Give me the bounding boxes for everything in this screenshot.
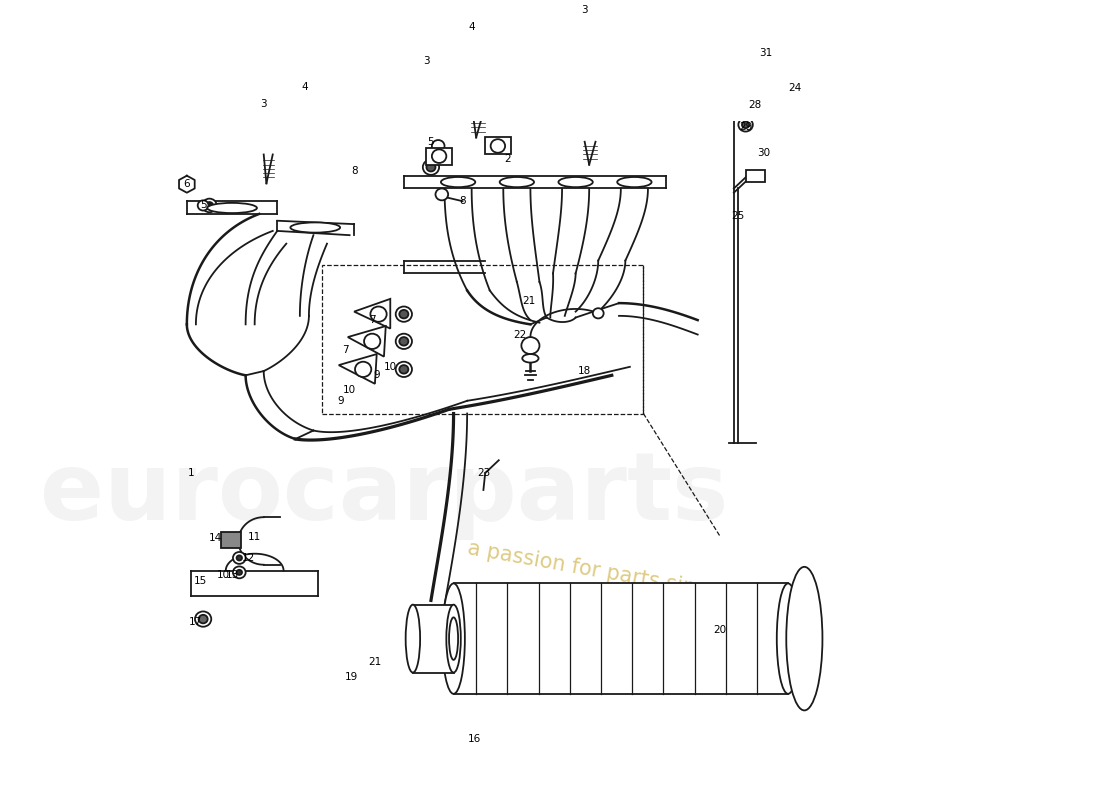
Ellipse shape <box>449 618 458 660</box>
Text: 5: 5 <box>200 201 207 210</box>
Text: 22: 22 <box>513 330 526 339</box>
Ellipse shape <box>491 139 505 153</box>
Ellipse shape <box>207 203 257 213</box>
Bar <box>453 583 788 694</box>
Ellipse shape <box>432 150 447 163</box>
Text: 8: 8 <box>351 166 358 177</box>
Ellipse shape <box>406 605 420 673</box>
Ellipse shape <box>441 177 475 187</box>
Circle shape <box>202 198 217 212</box>
Bar <box>746 170 766 182</box>
Circle shape <box>195 611 211 626</box>
Bar <box>427 148 452 165</box>
Circle shape <box>236 555 242 561</box>
Text: 11: 11 <box>248 532 262 542</box>
Text: 20: 20 <box>714 625 727 635</box>
Ellipse shape <box>499 177 534 187</box>
Ellipse shape <box>364 334 381 349</box>
Text: 25: 25 <box>732 210 745 221</box>
Text: 15: 15 <box>194 576 207 586</box>
Text: 10: 10 <box>384 362 397 372</box>
Circle shape <box>521 337 539 354</box>
Ellipse shape <box>559 177 593 187</box>
Ellipse shape <box>355 362 372 377</box>
Circle shape <box>206 202 213 209</box>
Text: 1: 1 <box>188 468 195 478</box>
Text: 28: 28 <box>748 100 761 110</box>
Circle shape <box>738 118 752 131</box>
Text: 3: 3 <box>581 5 589 15</box>
Text: eurocarparts: eurocarparts <box>40 448 728 540</box>
Bar <box>485 138 510 154</box>
Ellipse shape <box>522 354 539 362</box>
Circle shape <box>396 362 412 377</box>
Text: 26: 26 <box>675 0 689 2</box>
Text: 29: 29 <box>739 122 752 132</box>
Text: 8: 8 <box>460 196 466 206</box>
Ellipse shape <box>442 583 465 694</box>
Text: 10: 10 <box>343 385 356 394</box>
Text: 19: 19 <box>344 672 358 682</box>
Circle shape <box>199 615 208 623</box>
Text: 21: 21 <box>368 657 382 666</box>
Circle shape <box>678 0 691 12</box>
Circle shape <box>396 306 412 322</box>
Text: 14: 14 <box>209 534 222 543</box>
Text: 3: 3 <box>424 56 430 66</box>
Text: 4: 4 <box>469 22 475 32</box>
Text: 23: 23 <box>476 468 490 478</box>
Ellipse shape <box>447 605 461 673</box>
Circle shape <box>432 140 444 152</box>
Circle shape <box>198 200 209 210</box>
Text: 6: 6 <box>184 179 190 190</box>
Ellipse shape <box>290 222 340 233</box>
Text: 9: 9 <box>338 396 344 406</box>
Text: 2: 2 <box>505 154 512 164</box>
Circle shape <box>593 308 604 318</box>
Text: 12: 12 <box>242 553 255 563</box>
Text: 17: 17 <box>189 617 202 626</box>
Ellipse shape <box>777 583 800 694</box>
Circle shape <box>233 566 245 578</box>
Circle shape <box>236 570 242 575</box>
Text: 30: 30 <box>757 148 770 158</box>
Text: 4: 4 <box>301 82 308 91</box>
Text: 10: 10 <box>217 570 230 580</box>
Text: 21: 21 <box>522 297 536 306</box>
Text: 18: 18 <box>578 366 592 376</box>
Text: 16: 16 <box>468 734 481 744</box>
Circle shape <box>742 122 749 128</box>
Circle shape <box>399 337 408 346</box>
Circle shape <box>436 189 448 200</box>
Text: 24: 24 <box>788 83 801 94</box>
Circle shape <box>396 334 412 349</box>
Circle shape <box>747 95 762 109</box>
Bar <box>221 533 241 548</box>
Bar <box>412 605 453 673</box>
Text: 7: 7 <box>368 315 375 325</box>
Ellipse shape <box>371 306 387 322</box>
Ellipse shape <box>617 177 651 187</box>
Text: 5: 5 <box>428 137 435 146</box>
Circle shape <box>751 98 758 106</box>
Text: 3: 3 <box>261 98 267 109</box>
Circle shape <box>399 310 408 318</box>
Circle shape <box>673 0 695 16</box>
Text: 9: 9 <box>373 370 380 380</box>
Circle shape <box>233 552 245 564</box>
Text: 7: 7 <box>342 345 349 355</box>
Bar <box>322 265 644 414</box>
Circle shape <box>399 365 408 374</box>
Circle shape <box>422 159 439 175</box>
Text: 31: 31 <box>759 47 772 58</box>
Text: 13: 13 <box>226 570 239 580</box>
Ellipse shape <box>786 567 823 710</box>
Text: a passion for parts since 1985: a passion for parts since 1985 <box>465 538 780 613</box>
Circle shape <box>427 163 436 171</box>
